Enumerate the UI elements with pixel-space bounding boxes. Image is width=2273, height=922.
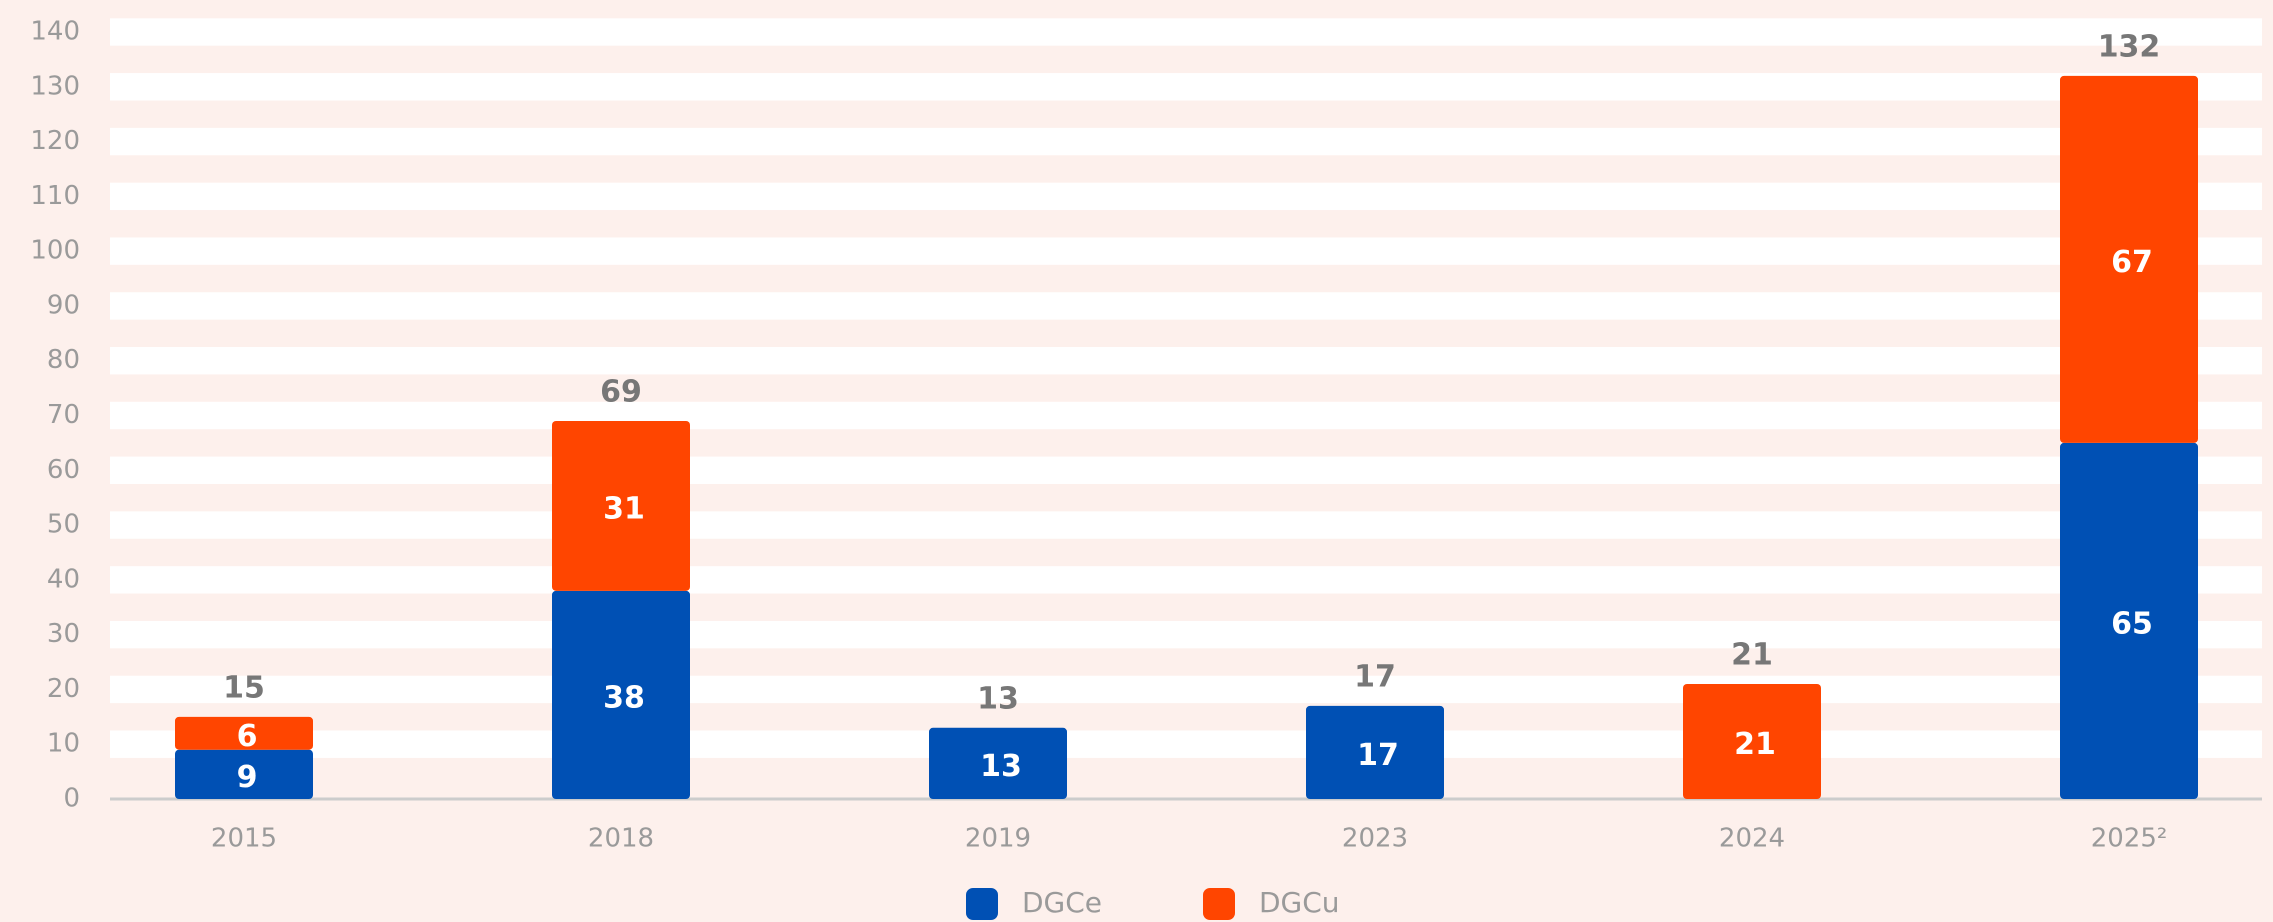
y-tick-label: 30: [47, 619, 80, 649]
data-label: 67: [2111, 245, 2153, 280]
data-label: 13: [980, 749, 1022, 784]
bar-segment: [2060, 442, 2198, 799]
y-tick-label: 130: [30, 71, 80, 101]
grid-band: [110, 511, 2262, 539]
total-label: 17: [1354, 659, 1396, 694]
y-tick-label: 120: [30, 126, 80, 156]
grid-band: [110, 566, 2262, 594]
y-tick-label: 10: [47, 729, 80, 759]
x-tick-label: 2015: [211, 824, 277, 854]
y-tick-label: 60: [47, 455, 80, 485]
total-label: 13: [977, 681, 1019, 716]
x-tick-label: 2023: [1342, 824, 1408, 854]
data-label: 21: [1734, 727, 1776, 762]
y-tick-label: 100: [30, 236, 80, 266]
bar-segment: [552, 590, 690, 799]
grid-band: [110, 292, 2262, 320]
y-tick-label: 140: [30, 17, 80, 47]
total-label: 132: [2098, 29, 2161, 64]
x-tick-label: 2019: [965, 824, 1031, 854]
y-tick-label: 40: [47, 564, 80, 594]
bar-segment: [175, 749, 313, 799]
y-tick-label: 70: [47, 400, 80, 430]
bar-segment: [552, 420, 690, 591]
grid-band: [110, 347, 2262, 375]
bar-segment: [175, 716, 313, 750]
x-tick-label: 2018: [588, 824, 654, 854]
grid-band: [110, 73, 2262, 101]
legend-label: DGCu: [1259, 886, 1340, 919]
y-tick-label: 80: [47, 345, 80, 375]
grid-band: [110, 237, 2262, 265]
legend-swatch: [1203, 888, 1235, 920]
total-label: 21: [1731, 637, 1773, 672]
y-tick-label: 20: [47, 674, 80, 704]
bar-segment: [1306, 705, 1444, 799]
bar-segment: [2060, 75, 2198, 443]
grid-band: [110, 182, 2262, 211]
x-tick-label: 2024: [1719, 824, 1785, 854]
data-label: 6: [237, 719, 258, 754]
data-label: 17: [1357, 738, 1399, 773]
data-label: 38: [603, 680, 645, 715]
y-tick-label: 0: [63, 784, 80, 814]
grid-band: [110, 730, 2262, 758]
grid-band: [110, 127, 2262, 156]
total-label: 15: [223, 670, 265, 705]
total-label: 69: [600, 374, 642, 409]
legend-label: DGCe: [1022, 886, 1102, 919]
grid-band: [110, 675, 2262, 704]
grid-band: [110, 401, 2262, 430]
data-label: 31: [603, 491, 645, 526]
grid-band: [110, 456, 2262, 484]
bar-segment: [929, 727, 1067, 799]
data-label: 9: [237, 760, 258, 795]
x-tick-label: 2025²: [2091, 824, 2168, 854]
legend-swatch: [966, 888, 998, 920]
y-tick-label: 110: [30, 181, 80, 211]
grid-band: [110, 620, 2262, 649]
grid-band: [110, 18, 2262, 46]
data-label: 65: [2111, 606, 2153, 641]
bar-segment: [1683, 683, 1821, 799]
y-tick-label: 50: [47, 510, 80, 540]
y-tick-label: 90: [47, 290, 80, 320]
